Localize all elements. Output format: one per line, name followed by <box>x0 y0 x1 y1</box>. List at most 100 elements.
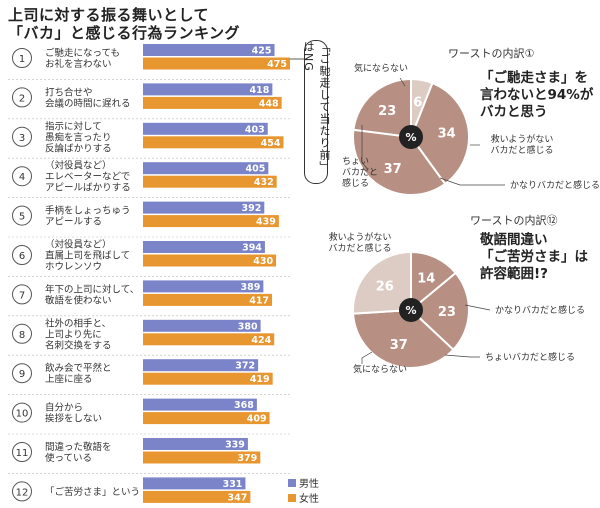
pie-leader-line <box>361 351 373 364</box>
category-label: アピールする <box>45 217 102 228</box>
bar-female <box>143 57 290 70</box>
pie-slice-label: 気にならない <box>353 363 407 375</box>
rank-badge <box>12 166 32 187</box>
category-label: 自分から <box>45 402 83 414</box>
pie2-title: ワーストの内訳⑫ <box>470 214 558 227</box>
category-label: 会議の時間に遅れる <box>45 97 131 109</box>
bar-value-label: 475 <box>267 59 287 70</box>
category-label: ご馳走になっても <box>45 47 120 59</box>
pie-value-label: 14 <box>417 271 435 286</box>
bar-male <box>143 241 265 253</box>
pie1-title: ワーストの内訳① <box>448 47 535 60</box>
pie-leader-line <box>399 77 406 87</box>
category-label: 上司より先に <box>45 328 102 340</box>
rank-badge <box>12 363 32 384</box>
category-label: ホウレンソウ <box>45 262 102 273</box>
pie-slice-label: バカだと感じる <box>328 242 391 254</box>
bar-value-label: 419 <box>250 374 270 385</box>
category-label: エレベーターなどで <box>45 172 130 183</box>
rank-badge <box>12 284 32 305</box>
pie-value-label: 37 <box>384 162 402 177</box>
pie-slice <box>352 128 447 196</box>
bar-value-label: 409 <box>247 414 267 425</box>
bar-male <box>143 280 264 293</box>
category-label: アピールばかりする <box>45 183 131 194</box>
category-label: 愚痴を言ったり <box>45 131 112 143</box>
category-label: 上座に座る <box>45 373 93 385</box>
bar-male <box>143 398 257 411</box>
bar-female <box>143 372 273 385</box>
pie-leader-line <box>439 177 505 186</box>
category-label: 間違った敬語を <box>45 441 112 453</box>
bar-value-label: 372 <box>235 361 255 372</box>
legend-swatch-female <box>288 493 296 502</box>
bar-value-label: 331 <box>223 479 243 490</box>
bar-male <box>143 44 275 56</box>
pie-slice-label: 気にならない <box>354 62 408 74</box>
rank-badge <box>12 442 32 462</box>
rank-number: 2 <box>19 93 25 104</box>
bar-male <box>143 201 265 214</box>
bar-female <box>143 490 251 503</box>
bar-female <box>143 412 270 425</box>
pie-slice <box>352 308 455 369</box>
bar-value-label: 439 <box>256 217 276 228</box>
bar-female <box>143 451 261 464</box>
rank-number: 9 <box>19 369 25 380</box>
legend-label-female: 女性 <box>299 494 319 505</box>
bar-female <box>143 293 273 306</box>
bar-female <box>143 136 284 149</box>
rank-badge <box>12 126 32 147</box>
bar-value-label: 368 <box>234 400 254 411</box>
pie-slice-label: ちょい <box>342 156 369 167</box>
bar-value-label: 425 <box>252 46 272 57</box>
rank-number: 6 <box>19 251 25 262</box>
chart-title-line2: 「バカ」と感じる行為ランキング <box>8 24 241 42</box>
category-label: 打ち合せや <box>45 86 93 98</box>
pie-slice <box>352 77 412 139</box>
pie-center-label: % <box>405 304 416 317</box>
rank-badge <box>12 87 32 108</box>
pie-center <box>399 125 423 149</box>
pie-center-label: % <box>405 131 416 144</box>
bar-value-label: 379 <box>237 453 257 464</box>
pie-slice <box>410 77 434 138</box>
chart-title-line1: 上司に対する振る舞いとして <box>8 6 210 24</box>
category-label: 手柄をしょっちゅう <box>45 205 131 217</box>
category-label: 社外の相手と、 <box>45 317 111 329</box>
rank-badge <box>12 205 32 226</box>
pie-value-label: 26 <box>376 279 394 294</box>
category-label: 直属上司を飛ばして <box>45 250 130 262</box>
pie-slice-label: ちょいバカだと感じる <box>485 351 575 363</box>
pie1-headline-line: 言わないと94%が <box>480 87 594 103</box>
category-label: 飲み会で平然と <box>45 362 112 374</box>
rank-badge <box>12 245 32 265</box>
pie-slice-label: かなりバカだと感じる <box>495 304 585 316</box>
bar-male <box>143 477 246 490</box>
pie2-headline-line: 許容範囲!? <box>480 266 548 282</box>
bar-female <box>143 175 277 188</box>
category-label: 敬語を使わない <box>45 294 112 306</box>
bar-value-label: 389 <box>241 282 261 293</box>
pie-value-label: 23 <box>378 104 396 119</box>
bar-male <box>143 319 261 332</box>
bar-value-label: 417 <box>249 295 269 306</box>
pie-value-label: 34 <box>438 126 456 141</box>
category-label: 反論ばかりする <box>45 142 112 154</box>
category-label: 指示に対して <box>45 120 102 132</box>
bar-value-label: 430 <box>253 256 273 267</box>
bar-value-label: 405 <box>245 164 265 175</box>
bar-value-label: 339 <box>225 440 245 451</box>
bar-value-label: 403 <box>245 124 265 135</box>
pie-slice-label: バカだと感じる <box>490 144 553 156</box>
bar-female <box>143 254 277 267</box>
category-label: 年下の上司に対して、 <box>45 283 139 295</box>
side-callout-label: 「ご馳走して当たり前」はNG <box>302 40 331 184</box>
pie-leader-line <box>444 354 480 358</box>
bar-male <box>143 438 248 450</box>
rank-number: 11 <box>16 448 29 459</box>
rank-badge <box>12 48 32 68</box>
legend-label-male: 男性 <box>299 479 319 490</box>
